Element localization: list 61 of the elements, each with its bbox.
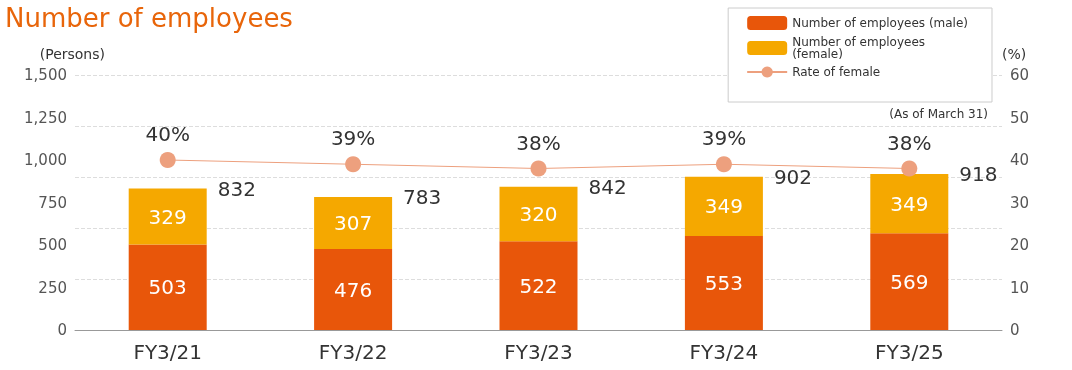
legend-label: Rate of female xyxy=(792,65,881,79)
y2-tick-label: 0 xyxy=(1010,321,1020,339)
total-label: 918 xyxy=(959,161,998,186)
legend-label: Number of employees (male) xyxy=(792,16,969,30)
y2-tick-label: 30 xyxy=(1010,193,1030,212)
total-label: 832 xyxy=(217,176,256,201)
data-label: 38% xyxy=(887,130,932,155)
y2-tick-label: 10 xyxy=(1010,278,1030,297)
total-label: 783 xyxy=(403,184,442,209)
y-tick-label: 1,000 xyxy=(24,151,67,169)
x-tick-label: FY3/22 xyxy=(318,340,388,364)
point xyxy=(901,160,918,177)
data-label: 349 xyxy=(704,194,743,219)
bar xyxy=(870,233,949,330)
y-tick-label: 1,500 xyxy=(24,66,67,84)
bar xyxy=(128,188,207,245)
point xyxy=(159,152,176,168)
data-label: 476 xyxy=(334,277,373,302)
y-tick-label: 500 xyxy=(38,236,67,254)
data-label: 39% xyxy=(330,126,376,151)
bar xyxy=(684,235,763,330)
y2-tick-label: 40 xyxy=(1010,151,1030,169)
y-tick-label: 1,250 xyxy=(24,108,67,127)
bar xyxy=(314,196,393,250)
y2-tick-label: 50 xyxy=(1010,108,1030,127)
legend-label: Number of employees (female) xyxy=(792,35,929,61)
bar xyxy=(684,176,763,236)
bar xyxy=(314,249,393,330)
bar xyxy=(870,173,949,234)
point xyxy=(715,156,732,173)
y2-tick-label: 20 xyxy=(1010,236,1030,254)
data-label: 553 xyxy=(704,270,743,295)
data-label: 522 xyxy=(519,273,558,298)
data-label: 349 xyxy=(890,191,929,216)
data-label: 307 xyxy=(334,210,373,235)
annotation: (As of March 31) xyxy=(889,107,988,121)
data-label: 503 xyxy=(148,275,187,300)
x-tick-label: FY3/24 xyxy=(689,340,759,364)
x-tick-label: FY3/25 xyxy=(874,340,944,364)
y2-tick-label: 60 xyxy=(1010,66,1030,84)
data-label: 329 xyxy=(148,204,187,229)
y-tick-label: 250 xyxy=(38,278,67,297)
point xyxy=(530,160,547,177)
bar xyxy=(128,244,207,330)
y2-axis-title: (%) xyxy=(1002,46,1027,62)
y-tick-label: 750 xyxy=(38,193,67,212)
data-label: 38% xyxy=(516,130,561,155)
total-label: 842 xyxy=(588,174,627,199)
data-label: 40% xyxy=(145,122,190,146)
chart-title: Number of employees xyxy=(5,3,293,33)
bar xyxy=(499,186,578,242)
data-label: 320 xyxy=(519,202,558,227)
total-label: 902 xyxy=(773,164,813,189)
data-label: 39% xyxy=(701,126,747,151)
point xyxy=(345,156,362,173)
x-tick-label: FY3/23 xyxy=(504,340,573,364)
bar xyxy=(499,241,578,330)
y-tick-label: 0 xyxy=(57,321,67,339)
y-axis-title: (Persons) xyxy=(39,46,105,62)
x-tick-label: FY3/21 xyxy=(133,340,203,364)
data-label: 569 xyxy=(890,269,929,294)
